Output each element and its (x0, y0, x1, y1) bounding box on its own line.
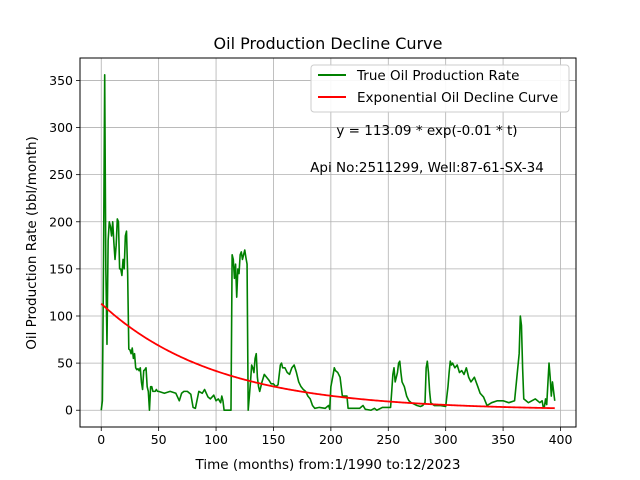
legend-label-true-rate: True Oil Production Rate (356, 68, 519, 84)
x-tick-label: 350 (491, 432, 515, 447)
x-tick-label: 50 (151, 432, 167, 447)
plot-frame (79, 57, 577, 428)
series-line-decline-curve (100, 302, 555, 410)
y-tick-label: 50 (57, 356, 73, 371)
equation-annotation: y = 113.09 * exp(-0.01 * t) (336, 123, 517, 139)
well-annotation: Api No:2511299, Well:87-61-SX-34 (310, 160, 544, 176)
y-axis-label: Oil Production Rate (bbl/month) (24, 136, 40, 350)
x-axis-label: Time (months) from:1/1990 to:12/2023 (195, 457, 461, 473)
y-tick-label: 300 (49, 120, 73, 135)
legend-label-decline-curve: Exponential Oil Decline Curve (357, 90, 558, 106)
series-line-true-rate (100, 73, 556, 412)
x-tick-label: 0 (97, 432, 105, 447)
y-tick-label: 200 (49, 214, 73, 229)
x-tick-label: 150 (262, 432, 286, 447)
y-tick-label: 150 (49, 261, 73, 276)
legend: True Oil Production Rate Exponential Oil… (310, 64, 570, 113)
y-tick-label: 350 (49, 73, 73, 88)
axis-ticks: 0 50 100 150 200 250 300 350 400 0 50 100 150 200 250 3… (49, 73, 572, 447)
y-tick-label: 0 (65, 403, 73, 418)
x-tick-label: 100 (204, 432, 228, 447)
x-tick-label: 200 (319, 432, 343, 447)
legend-box (310, 64, 570, 113)
y-tick-label: 100 (49, 308, 73, 323)
x-tick-label: 400 (549, 432, 573, 447)
series-lines (100, 73, 556, 412)
chart-title: Oil Production Decline Curve (214, 34, 443, 53)
y-tick-label: 250 (49, 167, 73, 182)
grid-lines (80, 58, 576, 427)
x-tick-label: 300 (434, 432, 458, 447)
x-tick-label: 250 (376, 432, 400, 447)
